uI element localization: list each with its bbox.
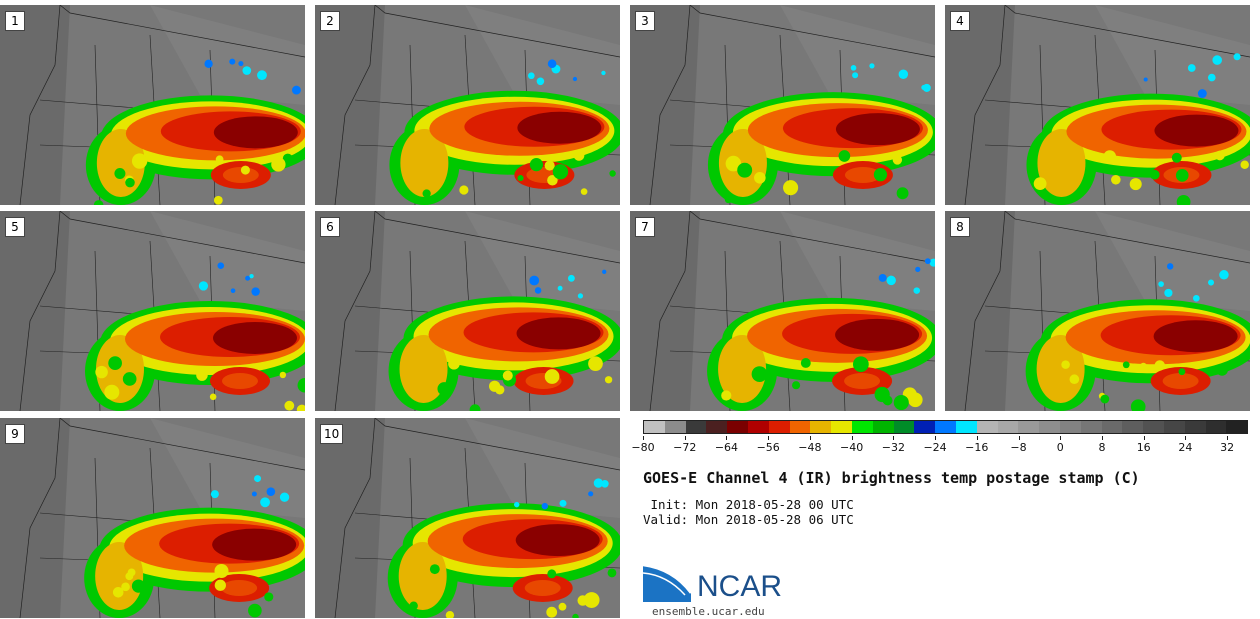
ncar-logo-text: NCAR <box>697 570 783 603</box>
panel-number-label: 8 <box>950 217 970 237</box>
valid-time: Valid: Mon 2018-05-28 06 UTC <box>643 512 854 527</box>
panel-number-label: 10 <box>320 424 344 444</box>
colorbar-segment <box>1059 421 1081 433</box>
satellite-imagery <box>315 418 620 618</box>
colorbar-segment <box>1205 421 1227 433</box>
map-panel-9: 9 <box>0 418 305 618</box>
init-text: Init: Mon 2018-05-28 00 UTC <box>650 497 854 512</box>
satellite-imagery <box>0 5 305 205</box>
satellite-imagery <box>630 5 935 205</box>
colorbar-tick-label: −24 <box>923 441 947 454</box>
colorbar-segment <box>935 421 956 433</box>
colorbar-segment <box>747 421 769 433</box>
colorbar-segment <box>1143 421 1164 433</box>
colorbar-segment <box>914 421 936 433</box>
colorbar-tick-label: −72 <box>673 441 697 454</box>
ncar-logo-icon <box>643 563 692 602</box>
colorbar-segment <box>893 421 915 433</box>
panel-number-label: 3 <box>635 11 655 31</box>
colorbar-tick-label: 24 <box>1178 441 1193 454</box>
colorbar-tick <box>1143 436 1145 440</box>
colorbar-segment <box>1039 421 1060 433</box>
panel-number-label: 5 <box>5 217 25 237</box>
colorbar-segment <box>831 421 852 433</box>
panel-number-label: 6 <box>320 217 340 237</box>
colorbar-segment <box>1226 421 1248 433</box>
map-panel-2: 2 <box>315 5 620 205</box>
plot-title: GOES-E Channel 4 (IR) brightness temp po… <box>643 469 1140 487</box>
colorbar-segment <box>1080 421 1102 433</box>
colorbar-tick <box>684 436 686 440</box>
map-panel-7: 7 <box>630 211 935 411</box>
colorbar-segment <box>997 421 1019 433</box>
satellite-imagery <box>0 418 305 618</box>
colorbar-segment <box>1122 421 1144 433</box>
colorbar-segment <box>810 421 832 433</box>
colorbar-tick-label: −64 <box>714 441 739 454</box>
satellite-imagery <box>315 5 620 205</box>
colorbar-tick-label: −80 <box>631 441 655 454</box>
colorbar-segment <box>768 421 790 433</box>
colorbar-segment <box>685 421 707 433</box>
colorbar-tick-label: −56 <box>756 441 780 454</box>
colorbar-segment <box>1163 421 1185 433</box>
colorbar-tick <box>893 436 895 440</box>
colorbar-segment <box>976 421 998 433</box>
colorbar <box>643 420 1248 434</box>
colorbar-tick <box>1060 436 1062 440</box>
colorbar-tick-label: 32 <box>1220 441 1235 454</box>
colorbar-segment <box>872 421 894 433</box>
colorbar-segment <box>1184 421 1206 433</box>
colorbar-tick-label: −8 <box>1010 441 1027 454</box>
colorbar-segment <box>727 421 748 433</box>
colorbar-tick <box>1018 436 1020 440</box>
colorbar-tick <box>643 436 644 440</box>
colorbar-tick-label: −48 <box>798 441 822 454</box>
colorbar-tick <box>768 436 770 440</box>
map-panel-5: 5 <box>0 211 305 411</box>
colorbar-tick <box>809 436 811 440</box>
colorbar-segment <box>789 421 811 433</box>
site-url: ensemble.ucar.edu <box>652 605 765 618</box>
colorbar-tick <box>851 436 853 440</box>
satellite-imagery <box>945 211 1250 411</box>
map-panel-3: 3 <box>630 5 935 205</box>
panel-number-label: 7 <box>635 217 655 237</box>
map-panel-6: 6 <box>315 211 620 411</box>
colorbar-tick <box>1185 436 1187 440</box>
satellite-imagery <box>630 211 935 411</box>
colorbar-segment <box>1018 421 1040 433</box>
colorbar-tick <box>935 436 937 440</box>
map-panel-8: 8 <box>945 211 1250 411</box>
colorbar-tick-label: −32 <box>881 441 905 454</box>
colorbar-segment <box>706 421 728 433</box>
colorbar-tick-label: −40 <box>840 441 864 454</box>
colorbar-segment <box>1101 421 1123 433</box>
colorbar-segment <box>851 421 873 433</box>
panel-number-label: 1 <box>5 11 25 31</box>
colorbar-segment <box>644 421 665 433</box>
satellite-imagery <box>0 211 305 411</box>
colorbar-segment <box>664 421 686 433</box>
colorbar-tick <box>976 436 978 440</box>
colorbar-tick-label: −16 <box>965 441 989 454</box>
colorbar-tick-label: 0 <box>1056 441 1064 454</box>
panel-number-label: 2 <box>320 11 340 31</box>
map-panel-4: 4 <box>945 5 1250 205</box>
panel-number-label: 4 <box>950 11 970 31</box>
map-panel-10: 10 <box>315 418 620 618</box>
colorbar-tick <box>726 436 728 440</box>
colorbar-tick-label: 8 <box>1098 441 1106 454</box>
colorbar-ticks: −80 −72 −64 −56 −48 −40 −32 −24 −16 −8 0 8 16 24 32 <box>631 436 1248 456</box>
map-panel-1: 1 <box>0 5 305 205</box>
colorbar-tick <box>1101 436 1103 440</box>
colorbar-tick-label: 16 <box>1136 441 1151 454</box>
satellite-imagery <box>315 211 620 411</box>
colorbar-segment <box>955 421 977 433</box>
init-time: Init: Mon 2018-05-28 00 UTC <box>643 497 854 512</box>
colorbar-tick <box>1227 436 1229 440</box>
satellite-imagery <box>945 5 1250 205</box>
panel-number-label: 9 <box>5 424 25 444</box>
